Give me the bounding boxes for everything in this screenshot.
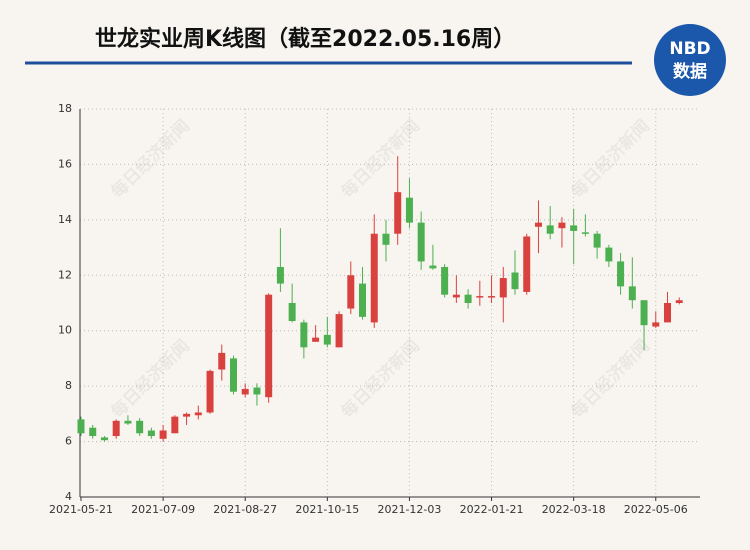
logo-top: NBD bbox=[669, 39, 710, 59]
y-tick-label: 6 bbox=[65, 435, 72, 448]
candle-body bbox=[218, 352, 226, 370]
candle-body bbox=[136, 420, 144, 434]
candle-body bbox=[546, 225, 554, 234]
candle-body bbox=[628, 286, 636, 301]
candle-body bbox=[229, 358, 237, 392]
candle-body bbox=[570, 225, 578, 231]
x-tick-label: 2021-05-21 bbox=[49, 503, 113, 516]
candle-body bbox=[159, 430, 167, 439]
candle-body bbox=[382, 233, 390, 245]
candle-body bbox=[100, 437, 108, 441]
candle-body bbox=[77, 419, 85, 434]
candle-body bbox=[171, 416, 179, 434]
candle-body bbox=[370, 233, 378, 323]
candle-body bbox=[464, 294, 472, 303]
candle-body bbox=[675, 300, 683, 303]
candle-body bbox=[640, 300, 648, 326]
x-tick-label: 2021-12-03 bbox=[377, 503, 441, 516]
candle-body bbox=[394, 192, 402, 234]
x-tick-label: 2022-05-06 bbox=[624, 503, 688, 516]
candle-body bbox=[534, 222, 542, 227]
y-tick-label: 12 bbox=[58, 268, 72, 281]
candle-body bbox=[476, 296, 484, 298]
candle-body bbox=[124, 420, 132, 424]
logo-bottom: 数据 bbox=[673, 61, 707, 82]
candle-body bbox=[664, 303, 671, 323]
candle-body bbox=[558, 222, 566, 229]
candle-body bbox=[206, 370, 214, 413]
candle-body bbox=[112, 420, 120, 437]
candle-body bbox=[652, 322, 660, 327]
candle-body bbox=[288, 303, 296, 322]
logo bbox=[654, 24, 726, 96]
x-tick-label: 2022-01-21 bbox=[460, 503, 524, 516]
candle-body bbox=[617, 261, 625, 287]
y-tick-label: 10 bbox=[58, 324, 72, 337]
candle-body bbox=[253, 387, 261, 395]
candle-body bbox=[593, 233, 601, 248]
candle-body bbox=[581, 232, 589, 234]
candle-body bbox=[605, 247, 613, 262]
y-tick-label: 18 bbox=[58, 102, 72, 115]
x-tick-label: 2021-08-27 bbox=[213, 503, 277, 516]
candle-body bbox=[241, 388, 249, 395]
candle-body bbox=[300, 322, 308, 348]
x-tick-label: 2021-07-09 bbox=[131, 503, 195, 516]
candle-body bbox=[147, 430, 155, 437]
chart-title: 世龙实业周K线图（截至2022.05.16周） bbox=[95, 26, 515, 52]
candle-body bbox=[523, 236, 531, 292]
candle-body bbox=[265, 294, 273, 398]
candle-body bbox=[429, 265, 437, 269]
candle-body bbox=[89, 427, 97, 437]
candle-body bbox=[452, 294, 460, 298]
candle-body bbox=[511, 272, 519, 290]
y-tick-label: 4 bbox=[65, 490, 72, 503]
y-tick-label: 16 bbox=[58, 157, 72, 170]
candle-body bbox=[417, 222, 425, 262]
candle-body bbox=[335, 314, 343, 348]
candle-body bbox=[347, 275, 355, 309]
candle-body bbox=[405, 197, 413, 223]
y-tick-label: 14 bbox=[58, 213, 72, 226]
candle-body bbox=[488, 296, 496, 298]
y-tick-label: 8 bbox=[65, 379, 72, 392]
candle-body bbox=[441, 266, 449, 295]
candle-body bbox=[312, 337, 320, 342]
candle-body bbox=[323, 334, 331, 345]
candle-body bbox=[183, 413, 191, 417]
candle-body bbox=[499, 278, 507, 298]
candle-body bbox=[359, 283, 367, 317]
candle-body bbox=[194, 412, 202, 416]
x-tick-label: 2021-10-15 bbox=[295, 503, 359, 516]
x-tick-label: 2022-03-18 bbox=[542, 503, 606, 516]
candle-body bbox=[276, 266, 284, 284]
